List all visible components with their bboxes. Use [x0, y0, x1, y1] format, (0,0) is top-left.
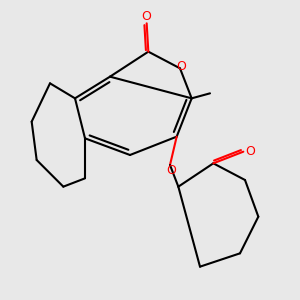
Text: O: O [177, 60, 187, 73]
Text: O: O [245, 145, 255, 158]
Text: O: O [167, 164, 177, 178]
Text: O: O [142, 10, 152, 23]
